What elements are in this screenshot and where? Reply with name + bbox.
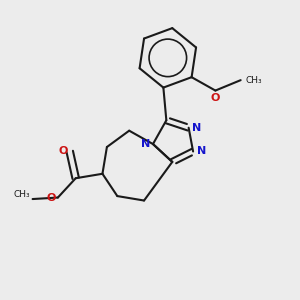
- Text: N: N: [141, 139, 150, 149]
- Text: O: O: [59, 146, 68, 157]
- Text: CH₃: CH₃: [245, 76, 262, 85]
- Text: CH₃: CH₃: [13, 190, 30, 199]
- Text: N: N: [192, 123, 202, 133]
- Text: O: O: [47, 193, 56, 202]
- Text: O: O: [211, 93, 220, 103]
- Text: N: N: [197, 146, 206, 157]
